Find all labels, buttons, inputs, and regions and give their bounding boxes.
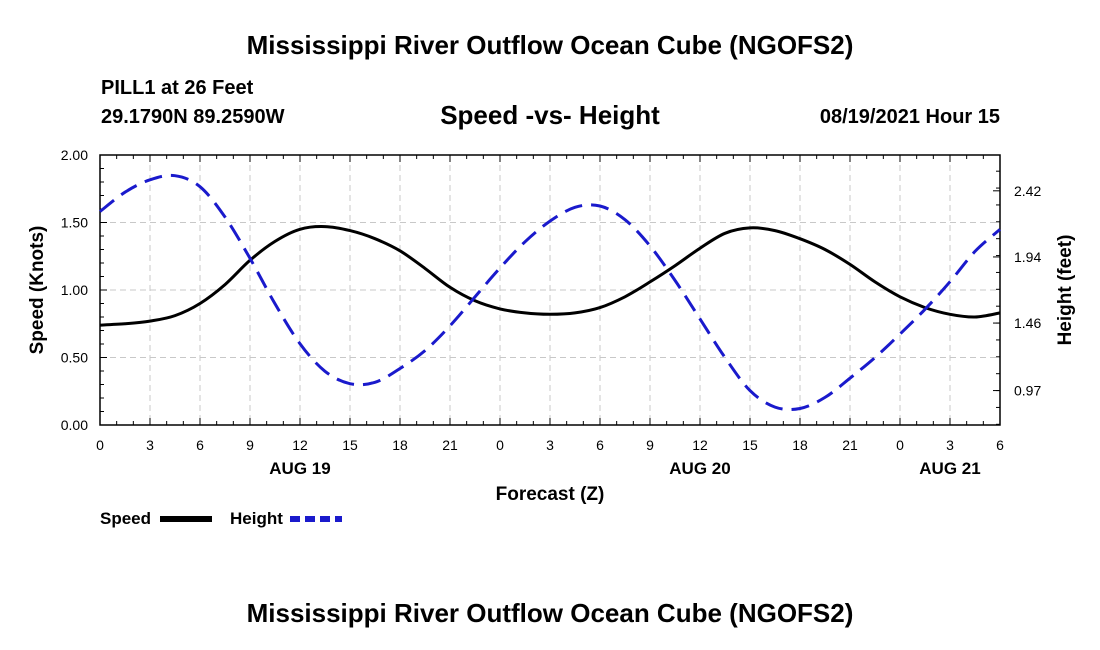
y-right-tick-label: 1.94 (1014, 249, 1041, 265)
y-right-tick-label: 2.42 (1014, 183, 1041, 199)
date-label: AUG 21 (919, 459, 980, 478)
y-right-tick-label: 1.46 (1014, 315, 1041, 331)
date-label: AUG 19 (269, 459, 330, 478)
x-tick-label: 15 (342, 437, 358, 453)
x-tick-label: 12 (292, 437, 308, 453)
y-left-tick-label: 1.50 (61, 215, 88, 231)
y-left-tick-label: 2.00 (61, 147, 88, 163)
y-left-tick-label: 0.50 (61, 350, 88, 366)
chart-title: Mississippi River Outflow Ocean Cube (NG… (246, 30, 854, 60)
y-left-tick-label: 1.00 (61, 282, 88, 298)
x-tick-label: 18 (792, 437, 808, 453)
y-right-tick-label: 0.97 (1014, 383, 1041, 399)
x-tick-label: 21 (442, 437, 458, 453)
x-tick-label: 0 (496, 437, 504, 453)
x-tick-label: 9 (646, 437, 654, 453)
chart-subtitle: Speed -vs- Height (440, 100, 660, 130)
legend-speed-label: Speed (100, 509, 152, 528)
forecast-datetime: 08/19/2021 Hour 15 (819, 106, 1000, 128)
date-label: AUG 20 (669, 459, 730, 478)
x-tick-label: 18 (392, 437, 408, 453)
legend-height-swatch (290, 516, 342, 522)
station-coordinates: 29.1790N 89.2590W (101, 106, 285, 128)
footer-title: Mississippi River Outflow Ocean Cube (NG… (246, 598, 854, 628)
x-tick-label: 3 (546, 437, 554, 453)
x-tick-label: 0 (896, 437, 904, 453)
x-tick-label: 0 (96, 437, 104, 453)
x-tick-label: 3 (146, 437, 154, 453)
station-label: PILL1 at 26 Feet (101, 77, 254, 99)
legend-speed-swatch (160, 516, 212, 522)
x-axis-label: Forecast (Z) (496, 484, 605, 505)
x-tick-label: 12 (692, 437, 708, 453)
height-series-line (99, 173, 1001, 412)
y-right-axis-label: Height (feet) (1055, 235, 1076, 346)
x-tick-label: 6 (596, 437, 604, 453)
x-tick-label: 9 (246, 437, 254, 453)
x-tick-label: 3 (946, 437, 954, 453)
y-left-axis-label: Speed (Knots) (27, 226, 48, 355)
legend-height-label: Height (230, 509, 283, 528)
x-tick-label: 21 (842, 437, 858, 453)
x-tick-label: 15 (742, 437, 758, 453)
y-left-tick-label: 0.00 (61, 417, 88, 433)
x-tick-label: 6 (196, 437, 204, 453)
x-tick-label: 6 (996, 437, 1004, 453)
